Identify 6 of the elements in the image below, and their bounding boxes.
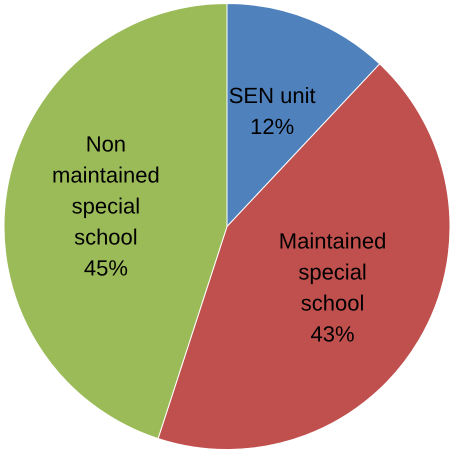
slice-label: Non maintained special school bbox=[52, 131, 160, 250]
slice-label: SEN unit bbox=[228, 83, 316, 108]
data-label: 43% bbox=[310, 321, 355, 346]
data-label: 45% bbox=[84, 255, 128, 280]
slice-label: Maintained special school bbox=[278, 228, 386, 316]
data-label: 12% bbox=[250, 114, 294, 140]
